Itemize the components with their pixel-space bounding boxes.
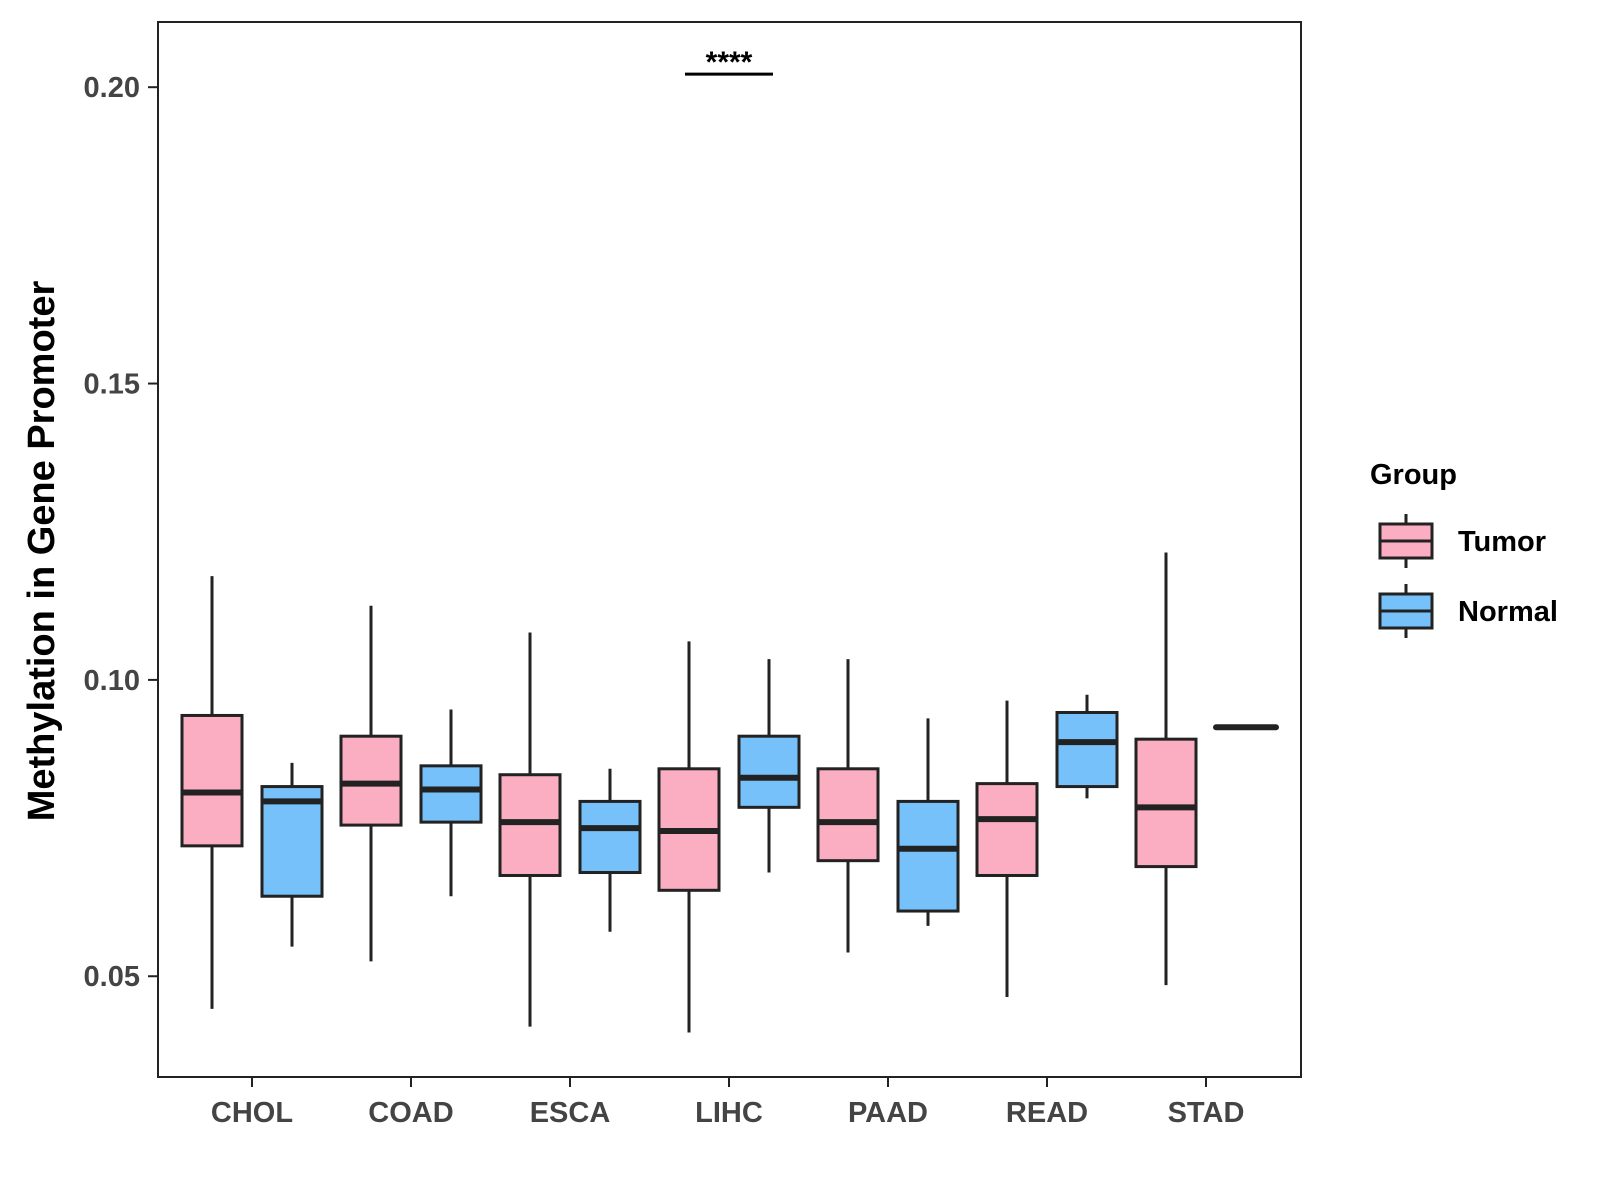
legend-label: Tumor	[1458, 526, 1546, 558]
box-normal-read	[1055, 694, 1119, 799]
box-normal-coad	[419, 709, 483, 897]
box-body	[180, 713, 244, 848]
box-body	[975, 782, 1039, 877]
box-body	[737, 734, 801, 809]
legend-item-tumor: Tumor	[1378, 514, 1546, 568]
box-body	[1055, 710, 1119, 789]
legend: Group Tumor Normal	[1370, 459, 1558, 638]
y-axis-title: Methylation in Gene Promoter	[21, 281, 63, 822]
box-tumor-paad	[816, 659, 880, 953]
y-axis: 0.05 0.10 0.15 0.20	[84, 72, 158, 993]
y-tick-label: 0.15	[84, 369, 140, 401]
box-tumor-esca	[498, 632, 562, 1027]
box-body	[896, 799, 960, 913]
x-tick-label: LIHC	[695, 1097, 763, 1129]
box-normal-chol	[260, 762, 324, 947]
box-tumor-stad	[1134, 552, 1198, 986]
box-tumor-coad	[339, 605, 403, 962]
box-body	[578, 799, 642, 875]
box-normal-esca	[578, 768, 642, 932]
y-tick-label: 0.05	[84, 961, 140, 993]
box-tumor-lihc	[657, 641, 721, 1033]
x-axis: CHOL COAD ESCA LIHC PAAD READ STAD	[211, 1077, 1244, 1129]
y-tick-label: 0.10	[84, 665, 140, 697]
box-body	[260, 785, 324, 898]
box-body	[419, 764, 483, 824]
boxes-layer	[180, 552, 1279, 1033]
legend-title: Group	[1370, 459, 1457, 491]
y-tick-label: 0.20	[84, 72, 140, 104]
box-normal-lihc	[737, 659, 801, 873]
box-tumor-read	[975, 700, 1039, 997]
x-tick-label: COAD	[368, 1097, 453, 1129]
box-tumor-chol	[180, 576, 244, 1009]
legend-label: Normal	[1458, 596, 1558, 628]
box-normal-paad	[896, 718, 960, 926]
significance-label: ****	[706, 46, 753, 79]
box-body	[1134, 737, 1198, 869]
annotations-layer: ****	[685, 46, 773, 79]
box-body	[816, 767, 880, 863]
x-tick-label: READ	[1006, 1097, 1088, 1129]
x-tick-label: PAAD	[848, 1097, 928, 1129]
x-tick-label: CHOL	[211, 1097, 293, 1129]
x-tick-label: ESCA	[530, 1097, 611, 1129]
legend-item-normal: Normal	[1378, 584, 1558, 638]
x-tick-label: STAD	[1168, 1097, 1245, 1129]
plot-panel	[157, 21, 1302, 1078]
